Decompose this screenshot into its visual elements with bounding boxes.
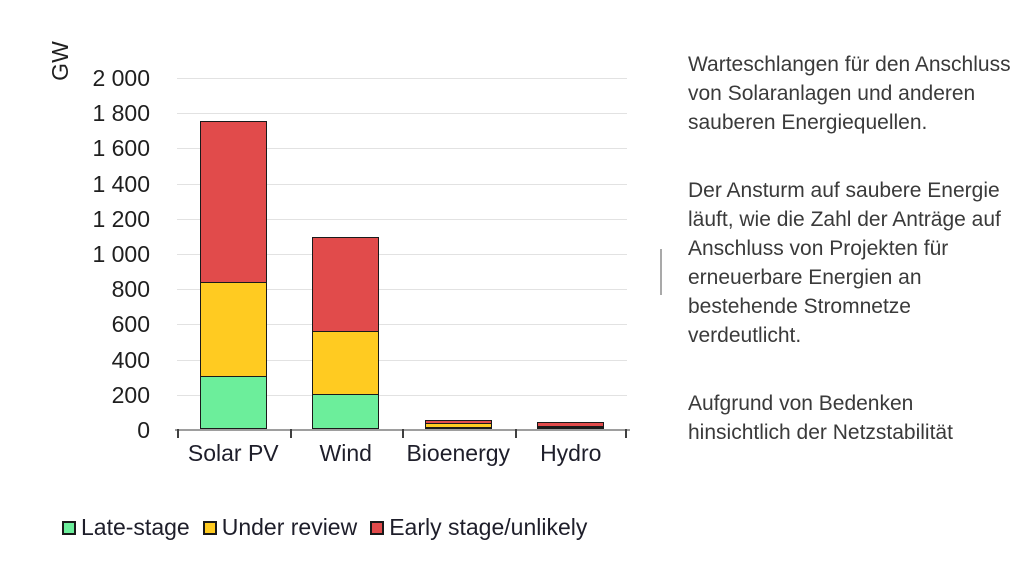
gridline-1200	[177, 218, 627, 220]
segment-under-review	[312, 331, 380, 396]
gridline-200	[177, 394, 627, 396]
legend-swatch-icon	[370, 520, 385, 535]
gridline-2000	[177, 78, 627, 79]
x-axis-tick	[289, 429, 292, 438]
gridline-1400	[177, 183, 627, 185]
gridline-800	[177, 289, 627, 291]
y-tick-label-800: 800	[111, 276, 150, 303]
legend-swatch-icon	[62, 520, 76, 535]
x-category-label-solar-pv: Solar PV	[187, 440, 279, 466]
segment-late-stage	[312, 393, 380, 429]
y-tick-label-1400: 1 400	[92, 170, 150, 197]
x-axis-tick	[625, 429, 627, 438]
y-tick-label-1000: 1 000	[92, 241, 150, 267]
y-tick-label-1800: 1 800	[92, 100, 150, 127]
legend-label: Late-stage	[81, 514, 190, 540]
y-tick-label-1600: 1 600	[92, 135, 150, 162]
segment-early-stage-unlikely	[199, 120, 267, 284]
caption-panel: Warteschlangen für den Anschluss von Sol…	[688, 50, 1020, 447]
legend-item-under-review: Under review	[202, 514, 358, 541]
legend-label: Under review	[221, 514, 358, 540]
bar-solar-pv	[199, 120, 267, 429]
x-axis-tick	[514, 429, 517, 438]
y-tick-label-600: 600	[111, 311, 150, 338]
legend-item-late-stage: Late-stage	[62, 514, 190, 541]
chart-legend: Late-stage Under review Early stage/unlike…	[62, 514, 587, 541]
segment-under-review	[199, 281, 267, 378]
scrollbar-thumb[interactable]	[660, 249, 662, 295]
segment-early-stage-unlikely	[312, 236, 380, 333]
segment-late-stage	[537, 427, 605, 429]
gridline-400	[177, 359, 627, 361]
y-tick-label-0: 0	[137, 417, 150, 443]
gridline-1000	[177, 254, 627, 255]
legend-item-early-stage-unlikely: Early stage/unlikely	[370, 514, 587, 541]
segment-late-stage	[199, 376, 267, 429]
x-axis-tick	[402, 429, 404, 438]
legend-label: Early stage/unlikely	[389, 514, 588, 540]
x-category-label-wind: Wind	[319, 440, 372, 466]
x-axis-category-labels: Solar PV Wind Bioenergy Hydro	[177, 440, 627, 468]
gridline-1800	[177, 113, 627, 115]
x-category-label-bioenergy: Bioenergy	[406, 440, 511, 466]
y-tick-label-400: 400	[111, 346, 150, 373]
y-axis-tick-labels: 0 200 400 600 800 1 000 1 200 1 400 1 600 1 800 2 …	[0, 65, 157, 443]
caption-paragraph-2: Der Ansturm auf saubere Energie läuft, w…	[688, 179, 1001, 347]
bar-bioenergy	[424, 419, 492, 429]
y-tick-label-2000: 2 000	[92, 65, 150, 91]
caption-paragraph-3: Aufgrund von Bedenken hinsichtlich der N…	[688, 392, 953, 444]
legend-swatch-icon	[202, 520, 217, 535]
x-category-label-hydro: Hydro	[540, 440, 602, 466]
bar-wind	[312, 236, 380, 429]
grid-queue-chart: GW 0 200 400 600 800 1 000 1 200 1 400 1 600 1 80…	[0, 41, 630, 541]
gridline-1600	[177, 148, 627, 150]
caption-paragraph-1: Warteschlangen für den Anschluss von Sol…	[688, 53, 1011, 134]
x-axis-tick	[177, 429, 179, 438]
segment-late-stage	[424, 427, 492, 429]
plot-area	[175, 78, 630, 438]
bar-hydro	[537, 422, 605, 429]
y-tick-label-1200: 1 200	[92, 205, 150, 232]
gridline-600	[177, 324, 627, 326]
y-tick-label-200: 200	[111, 381, 150, 408]
